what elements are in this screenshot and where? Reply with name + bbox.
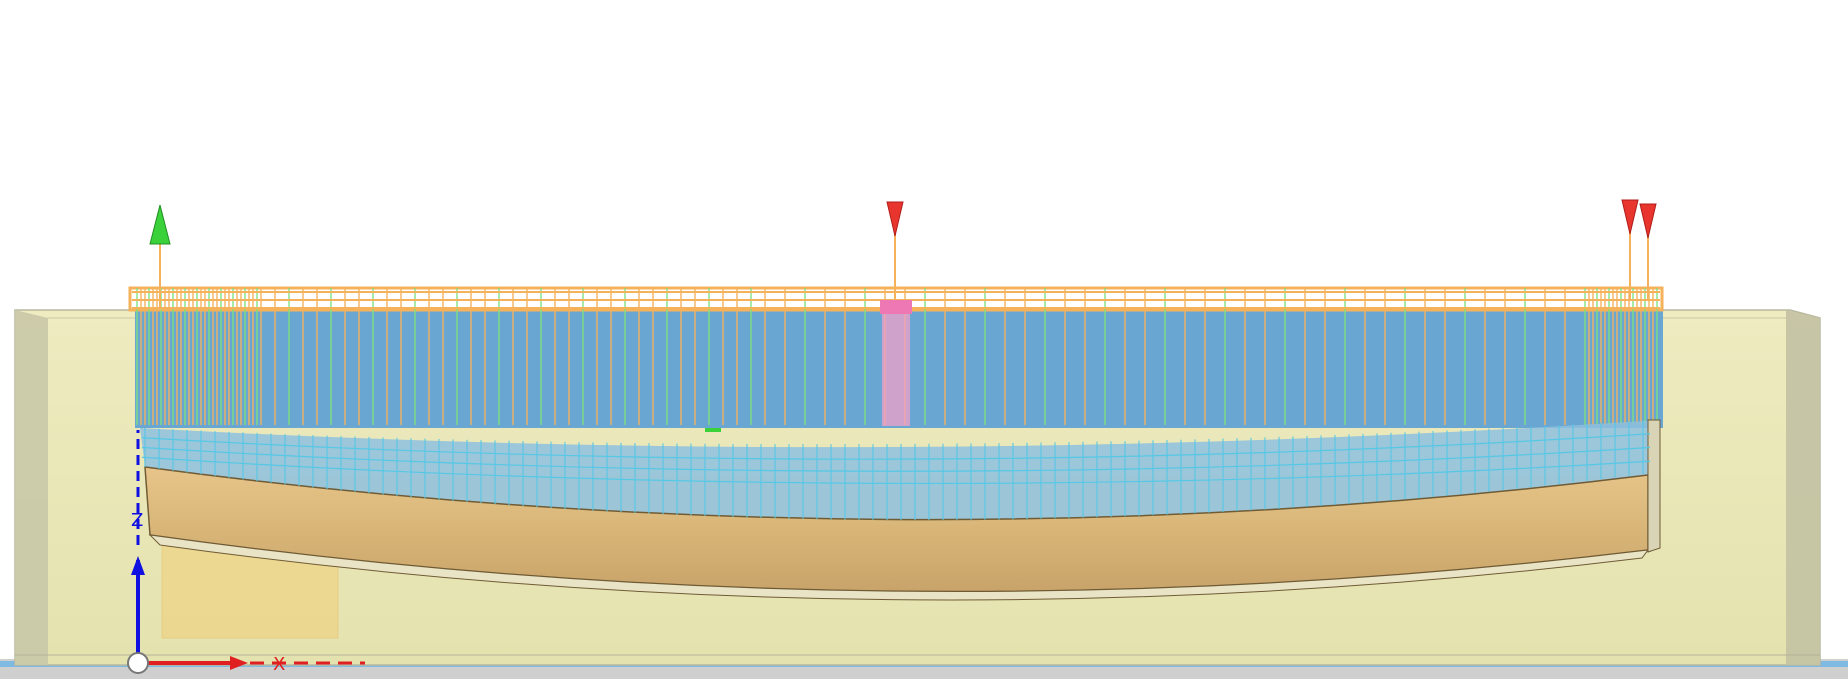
gate-marker-center[interactable] bbox=[886, 201, 904, 300]
origin-icon bbox=[127, 652, 149, 674]
mesh-grid-curve bbox=[141, 456, 1651, 485]
mold-right-face bbox=[1786, 310, 1820, 665]
gate-marker-right-2[interactable] bbox=[1639, 203, 1657, 300]
gate-marker-right-1[interactable] bbox=[1621, 199, 1639, 300]
mold-left-face bbox=[15, 310, 48, 665]
pink-gate-region[interactable] bbox=[882, 302, 910, 426]
z-axis-label: Z bbox=[131, 510, 143, 531]
pink-gate-cap bbox=[880, 300, 912, 314]
vent-arrow[interactable] bbox=[149, 204, 171, 310]
mesh-grid-curve bbox=[141, 446, 1651, 472]
mesh-grid bbox=[141, 420, 1651, 521]
axis-triad: Z X bbox=[127, 430, 365, 675]
x-axis-label: X bbox=[273, 654, 285, 675]
vent-mark[interactable] bbox=[705, 428, 721, 432]
x-axis-arrow bbox=[230, 656, 248, 670]
mesh-grid-curve bbox=[141, 433, 1651, 460]
z-axis-arrow bbox=[131, 556, 145, 575]
part-body[interactable] bbox=[140, 419, 1661, 601]
